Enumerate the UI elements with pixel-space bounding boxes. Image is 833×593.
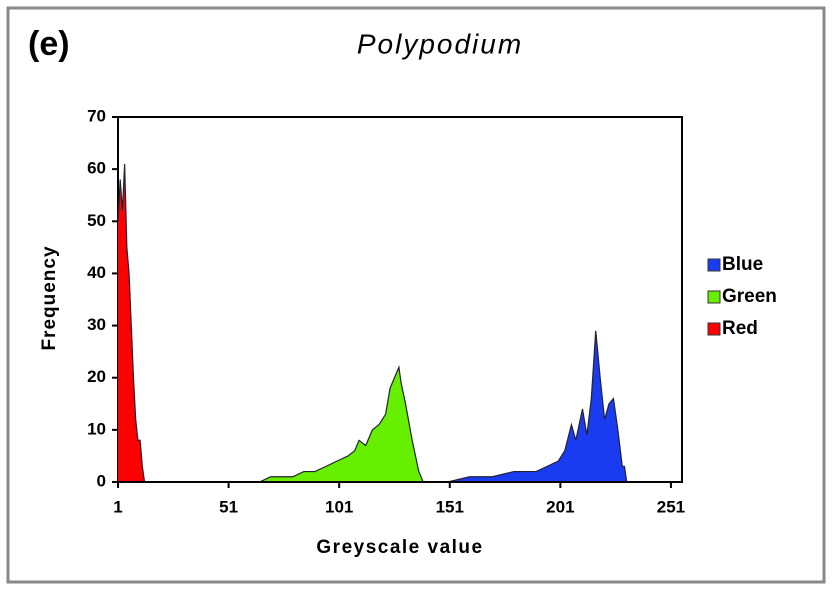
area-outline xyxy=(425,330,628,483)
y-tick-label: 10 xyxy=(87,419,106,438)
y-tick-label: 60 xyxy=(87,159,106,178)
x-tick-label: 251 xyxy=(657,497,685,516)
legend-swatch xyxy=(707,258,721,272)
area-fill xyxy=(259,367,424,482)
panel-label: (e) xyxy=(28,25,70,63)
y-tick-label: 40 xyxy=(87,263,106,282)
area-outline xyxy=(117,163,146,483)
legend-swatch xyxy=(707,322,721,336)
x-tick-label: 151 xyxy=(436,497,464,516)
legend-label: Green xyxy=(722,286,777,307)
x-tick-label: 201 xyxy=(546,497,574,516)
y-tick-label: 50 xyxy=(87,211,106,230)
x-tick-label: 101 xyxy=(325,497,353,516)
legend-label: Blue xyxy=(722,254,763,275)
y-tick-label: 70 xyxy=(87,106,106,125)
y-tick-label: 0 xyxy=(97,471,106,490)
y-axis-label: Frequency xyxy=(39,245,60,350)
legend-swatch xyxy=(707,290,721,304)
chart-title: Polypodium xyxy=(357,28,523,59)
x-axis-label: Greyscale value xyxy=(316,537,483,558)
area-fill xyxy=(118,163,145,482)
area-fill xyxy=(425,330,627,482)
area-outline xyxy=(259,365,424,483)
legend-label: Red xyxy=(722,318,758,339)
y-tick-label: 30 xyxy=(87,315,106,334)
x-tick-label: 1 xyxy=(113,497,122,516)
x-tick-label: 51 xyxy=(219,497,238,516)
y-tick-label: 20 xyxy=(87,367,106,386)
